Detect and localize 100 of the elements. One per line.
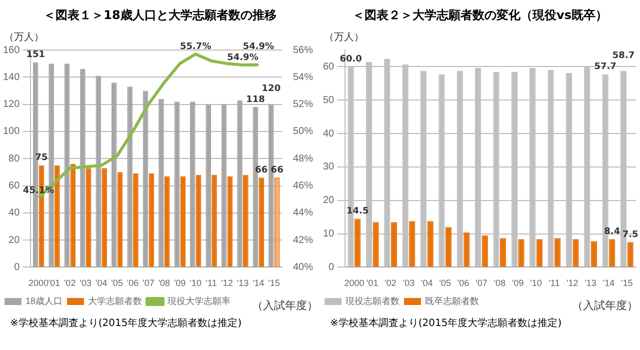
x-tick-label: '07 [476, 278, 488, 288]
y-tick-label: 20 [323, 195, 335, 206]
bar [258, 178, 264, 267]
bar [212, 174, 217, 267]
data-label: 55.7% [180, 42, 212, 52]
bar [111, 82, 117, 267]
x-tick-label: '12 [566, 278, 578, 288]
data-label: 58.7 [612, 51, 635, 62]
x-tick-label: '02 [64, 278, 76, 288]
bar [372, 222, 379, 267]
x-tick-label: '12 [221, 278, 233, 288]
data-label: 14.5 [346, 206, 369, 217]
bar [133, 174, 138, 267]
y-tick-label: 140 [2, 72, 20, 83]
chart-title: ＜図表１＞18歳人口と大学志願者数の推移 [42, 7, 278, 24]
bar [536, 239, 542, 267]
x-tick-label: '09 [174, 278, 186, 288]
data-label: 7.5 [622, 230, 638, 240]
y-tick-label: 30 [323, 162, 335, 173]
x-tick-label: '11 [206, 278, 217, 288]
y-axis-title: （万人） [324, 31, 364, 44]
x-axis-title: （入試年度） [572, 298, 638, 312]
x-tick-label: '06 [457, 278, 470, 288]
x-tick-label: '01 [48, 278, 60, 288]
x-tick-label: '15 [621, 278, 633, 288]
x-tick-label: '04 [421, 278, 433, 288]
bar [427, 221, 434, 267]
bar [237, 100, 242, 267]
bar [409, 221, 416, 267]
x-tick-label: '03 [80, 278, 92, 288]
x-tick-label: '04 [95, 278, 108, 288]
y-tick-label: 120 [2, 99, 20, 110]
y2-tick-label: 40% [292, 262, 314, 273]
bar [227, 176, 233, 267]
data-label: 75 [35, 153, 48, 164]
y-tick-label: 40 [8, 208, 20, 219]
data-label: 54.9% [242, 42, 274, 52]
bar [80, 69, 86, 267]
bar [190, 102, 196, 267]
x-tick-label: '09 [512, 278, 524, 288]
x-tick-label: 2000 [344, 278, 364, 288]
data-label: 57.7 [594, 62, 616, 72]
x-tick-label: '13 [236, 278, 249, 288]
data-label: 45.1% [22, 186, 54, 196]
y2-tick-label: 54% [292, 72, 314, 83]
y2-tick-label: 50% [292, 126, 314, 138]
x-tick-label: '11 [548, 278, 560, 288]
bar [102, 168, 107, 267]
bar [354, 218, 361, 267]
legend-label: 既卒志願者数 [425, 296, 479, 306]
y-tick-label: 10 [323, 228, 335, 240]
bar [174, 102, 180, 267]
x-tick-label: '07 [142, 278, 154, 288]
text: ※学校基本調査より(2015年度大学志願者数は推定) [329, 316, 563, 331]
bar [627, 242, 634, 267]
y2-tick-label: 52% [292, 99, 314, 110]
y-tick-label: 60 [8, 180, 20, 192]
data-label: 151 [26, 50, 45, 60]
x-tick-label: '03 [402, 278, 415, 288]
legend-label: 大学志願者数 [88, 296, 142, 306]
bar [464, 232, 470, 267]
bar [196, 174, 202, 267]
bar [482, 235, 488, 267]
y-tick-label: 0 [14, 262, 20, 273]
bar [445, 227, 452, 267]
bar [127, 86, 132, 267]
legend-label: 18歳人口 [26, 296, 63, 306]
y2-tick-label: 42% [292, 234, 314, 246]
bar [180, 176, 186, 267]
y-tick-label: 0 [328, 262, 335, 273]
y2-tick-label: 44% [292, 208, 314, 219]
y-tick-label: 20 [8, 234, 20, 246]
y-tick-label: 100 [2, 126, 20, 138]
bar [590, 241, 598, 267]
bar [54, 165, 60, 267]
bar [221, 104, 227, 267]
chart-title: ＜図表２＞大学志願者数の変化（現役vs既卒） [352, 7, 608, 24]
x-tick-label: '05 [439, 278, 451, 288]
bar [390, 222, 398, 267]
x-tick-label: '08 [494, 278, 506, 288]
x-tick-label: '06 [126, 278, 139, 288]
data-label: 120 [262, 84, 281, 94]
y-tick-label: 40 [323, 128, 335, 140]
bar [243, 174, 248, 267]
x-tick-label: '14 [602, 278, 615, 288]
data-label: 66 [255, 165, 268, 176]
data-label: 118 [246, 94, 265, 105]
bar [117, 172, 123, 267]
legend-label: 現役志願者数 [346, 296, 400, 306]
legend-label: 現役大学志願率 [168, 296, 231, 306]
data-label: 8.4 [604, 226, 620, 237]
bar [572, 239, 579, 267]
x-tick-label: '13 [584, 278, 596, 288]
y2-tick-label: 46% [292, 180, 314, 192]
x-tick-label: '01 [366, 278, 378, 288]
x-tick-label: '10 [530, 278, 542, 288]
x-tick-label: '08 [158, 278, 170, 288]
bar [518, 239, 524, 267]
x-tick-label: '15 [268, 278, 280, 288]
bar [554, 238, 561, 267]
